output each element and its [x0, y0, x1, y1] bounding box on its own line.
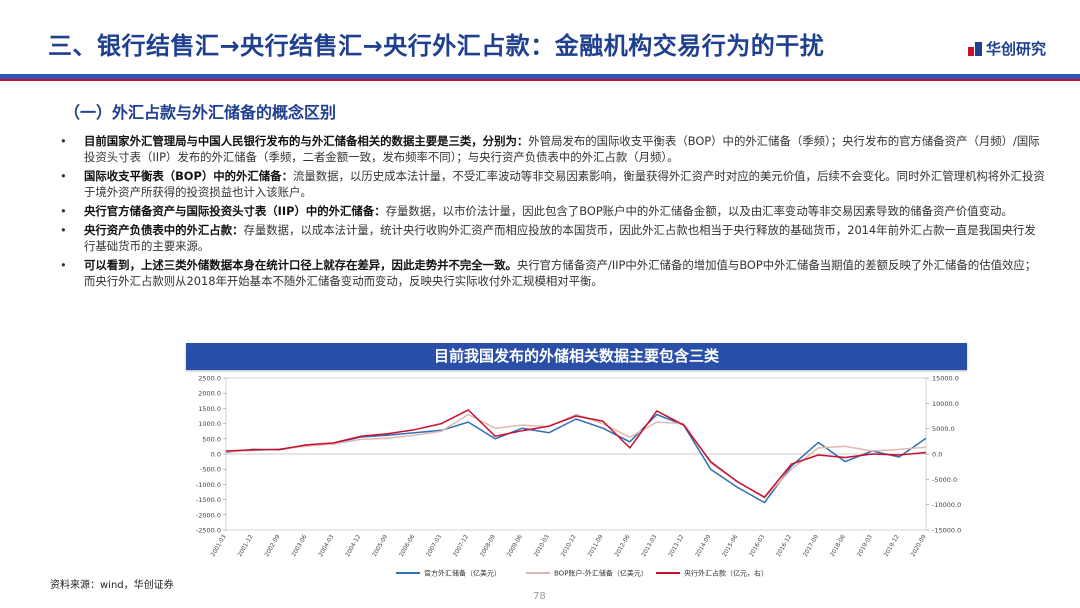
bullet-lead: 可以看到，上述三类外储数据本身在统计口径上就存在差异，因此走势并不完全一致。: [84, 258, 517, 272]
bullet-dot-icon: •: [60, 223, 67, 237]
series-line: [225, 413, 927, 504]
brand-logo-icon: [967, 41, 982, 56]
bullet-item: • 可以看到，上述三类外储数据本身在统计口径上就存在差异，因此走势并不完全一致。央…: [58, 257, 1046, 289]
x-tick-label: 2011-09: [587, 534, 604, 558]
bullet-dot-icon: •: [60, 258, 67, 272]
x-tick-label: 2004-12: [345, 534, 362, 558]
x-tick-label: 2016-12: [776, 534, 793, 558]
x-tick-label: 2004-03: [318, 534, 335, 558]
x-tick-label: 2003-06: [291, 534, 308, 558]
bullet-list: • 目前国家外汇管理局与中国人民银行发布的与外汇储备相关的数据主要是三类，分别为：…: [58, 133, 1046, 292]
bullet-dot-icon: •: [60, 204, 67, 218]
header-divider-blue: [0, 74, 1080, 79]
y-right-tick-label: -15000.0: [932, 527, 961, 535]
x-tick-label: 2007-12: [453, 534, 470, 558]
y-left-tick-label: 1000.0: [198, 420, 221, 428]
y-left-tick-label: -2500.0: [196, 527, 221, 535]
bullet-item: • 央行官方储备资产与国际投资头寸表（IIP）中的外汇储备：存量数据，以市价法计量…: [58, 203, 1046, 219]
x-tick-label: 2010-12: [560, 534, 577, 558]
bullet-item: • 国际收支平衡表（BOP）中的外汇储备：流量数据，以历史成本法计量，不受汇率波动…: [58, 168, 1046, 200]
bullet-text: 存量数据，以成本法计量，统计央行收购外汇资产而相应投放的本国货币，因此外汇占款也…: [84, 223, 1036, 253]
bullet-dot-icon: •: [60, 169, 67, 183]
y-left-tick-label: 0.0: [211, 451, 221, 459]
y-left-tick-label: -1000.0: [196, 481, 221, 489]
x-tick-label: 2020-09: [910, 534, 927, 558]
x-tick-label: 2006-06: [399, 534, 416, 558]
bullet-item: • 目前国家外汇管理局与中国人民银行发布的与外汇储备相关的数据主要是三类，分别为：…: [58, 133, 1046, 165]
y-right-tick-label: 10000.0: [932, 400, 959, 408]
x-tick-label: 2013-03: [641, 534, 658, 558]
page-title: 三、银行结售汇→央行结售汇→央行外汇占款：金融机构交易行为的干扰: [48, 32, 825, 60]
bullet-dot-icon: •: [60, 134, 67, 148]
y-left-tick-label: 1500.0: [198, 405, 221, 413]
section-subtitle: （一）外汇占款与外汇储备的概念区别: [64, 103, 337, 122]
y-right-tick-label: -5000.0: [932, 476, 957, 484]
chart-title-banner: 目前我国发布的外储相关数据主要包含三类: [186, 343, 967, 370]
x-tick-label: 2014-09: [695, 534, 712, 558]
x-tick-label: 2018-06: [830, 534, 847, 558]
y-right-tick-label: 15000.0: [932, 375, 959, 383]
bullet-lead: 国际收支平衡表（BOP）中的外汇储备：: [84, 169, 293, 183]
bullet-lead: 央行官方储备资产与国际投资头寸表（IIP）中的外汇储备：: [84, 204, 386, 218]
x-tick-label: 2010-03: [533, 534, 550, 558]
y-left-tick-label: -2000.0: [196, 511, 221, 519]
series-line: [225, 413, 927, 499]
bullet-text: 外管局发布的国际收支平衡表（BOP）中的外汇储备（季频）；央行发布的官方储备资产…: [84, 134, 1040, 164]
x-tick-label: 2001-03: [210, 534, 227, 558]
y-right-tick-label: 5000.0: [932, 425, 955, 433]
bullet-text: 央行官方储备资产/IIP中外汇储备的增加值与BOP中外汇储备当期值的差额反映了外…: [84, 258, 1037, 288]
x-tick-label: 2002-09: [264, 534, 281, 558]
legend-label: 官方外汇储备（亿美元）: [424, 569, 501, 578]
bullet-lead: 央行资产负债表中的外汇占款：: [84, 223, 244, 237]
bullet-text: 流量数据，以历史成本法计量，不受汇率波动等非交易因素影响，衡量获得外汇资产时对应…: [84, 169, 1045, 199]
fx-reserve-line-chart: 2500.0 2000.0 1500.0 1000.0 500.0 0.0 -500.0 -1…: [196, 375, 961, 578]
x-tick-label: 2015-06: [722, 534, 739, 558]
bullet-item: • 央行资产负债表中的外汇占款：存量数据，以成本法计量，统计央行收购外汇资产而相应…: [58, 222, 1046, 254]
x-tick-label: 2012-06: [614, 534, 631, 558]
bullet-text: 存量数据，以市价法计量，因此包含了BOP账户中的外汇储备金额，以及由汇率变动等非…: [385, 204, 1013, 218]
y-left-tick-label: 2000.0: [198, 390, 221, 398]
legend-label: BOP账户-外汇储备（亿美元）: [554, 569, 648, 578]
x-tick-label: 2009-06: [507, 534, 524, 558]
brand-logo-text: 华创研究: [985, 40, 1046, 58]
x-tick-label: 2013-12: [668, 534, 685, 558]
series-line: [225, 409, 927, 498]
header-divider-red: [0, 79, 1080, 81]
x-tick-label: 2017-09: [803, 534, 820, 558]
y-left-tick-label: -500.0: [200, 466, 221, 474]
bullet-lead: 目前国家外汇管理局与中国人民银行发布的与外汇储备相关的数据主要是三类，分别为：: [84, 134, 529, 148]
page-number: 78: [533, 591, 546, 602]
y-left-tick-label: 2500.0: [198, 375, 221, 383]
x-tick-label: 2005-09: [372, 534, 389, 558]
x-tick-label: 2008-09: [480, 534, 497, 558]
x-tick-label: 2019-03: [857, 534, 874, 558]
y-left-tick-label: -1500.0: [196, 496, 221, 504]
y-left-tick-label: 500.0: [202, 435, 221, 443]
source-note: 资料来源：wind，华创证券: [50, 580, 174, 591]
legend-label: 央行外汇占款（亿元，右）: [684, 569, 768, 578]
y-right-tick-label: -10000.0: [932, 501, 961, 509]
y-right-tick-label: 0.0: [932, 451, 942, 459]
x-tick-label: 2019-12: [883, 534, 900, 558]
x-tick-label: 2016-03: [749, 534, 766, 558]
x-tick-label: 2007-03: [426, 534, 443, 558]
x-tick-label: 2001-12: [237, 534, 254, 558]
brand-logo: 华创研究: [967, 38, 1046, 59]
